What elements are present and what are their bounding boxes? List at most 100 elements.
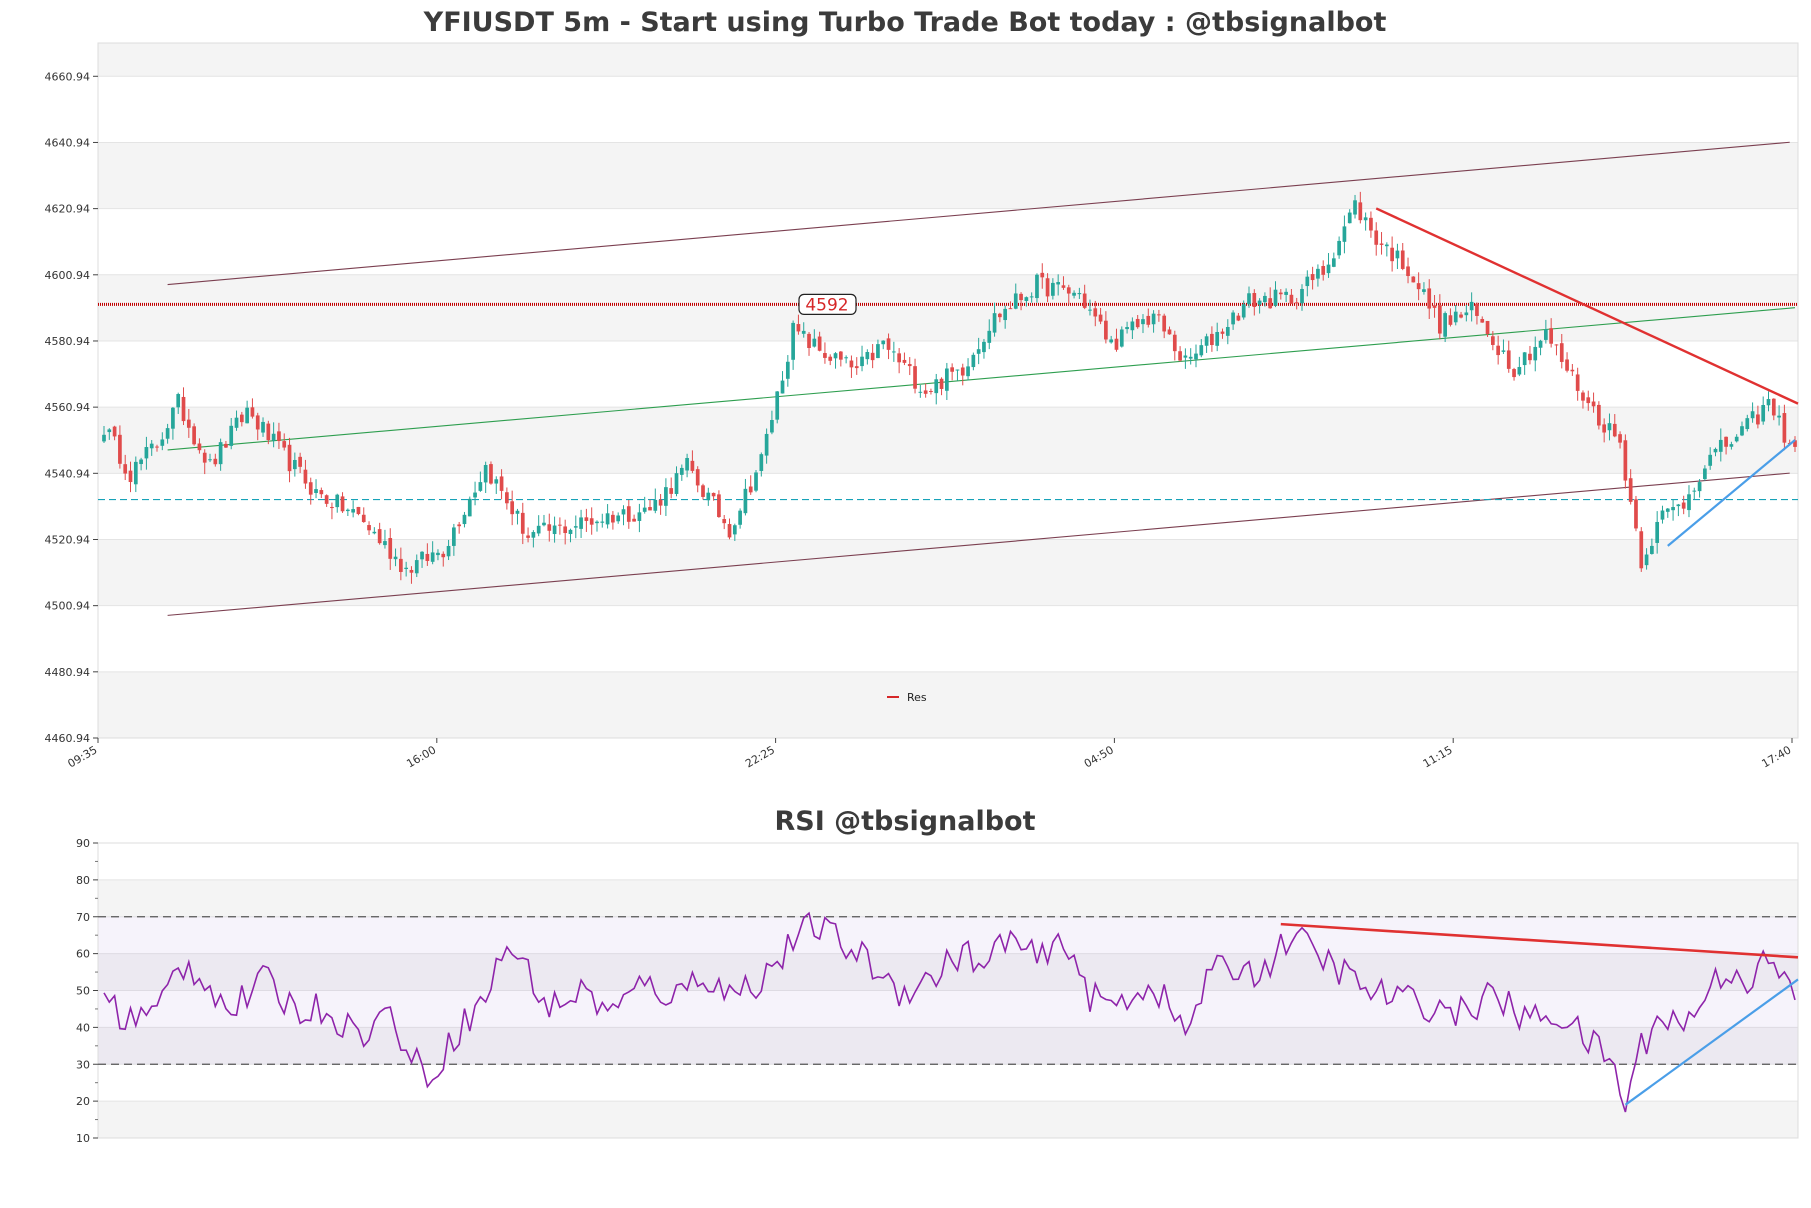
candle [1204,333,1209,353]
candle [727,518,732,540]
candle [1167,326,1172,335]
candle [1210,326,1214,352]
candle [255,412,260,441]
candle-body [717,494,721,518]
candle [1618,431,1622,449]
candle [1008,301,1013,310]
candle-body [1538,340,1543,348]
candle-body [976,349,981,354]
candle [526,527,530,543]
candle-body [945,368,949,391]
candle-body [489,464,493,484]
candle [165,423,170,444]
rsi-plot-bands [98,843,1798,1139]
candle [1130,317,1135,340]
candle [558,517,562,535]
candle-body [1125,327,1129,330]
resistance-label-box [798,293,857,315]
candle [929,388,933,395]
candle [356,506,361,516]
candle [1771,398,1776,421]
candle-body [1570,369,1575,372]
candle-body [1236,315,1241,321]
candle [648,499,652,511]
candle [1453,304,1458,326]
candle [1162,313,1167,339]
candle [1549,318,1554,348]
candle [579,509,583,538]
candle-body [1061,285,1066,288]
candle [1051,278,1055,300]
candle [1422,282,1426,295]
candle-body [1724,436,1728,447]
candle-body [1750,411,1755,419]
candle [764,428,769,464]
candle-body [971,354,976,368]
candle-body [584,517,589,521]
x-tick-label: 11:15 [1421,743,1455,770]
candle [383,529,387,549]
candle [1151,310,1156,333]
candle-body [1756,414,1760,425]
candle [393,548,398,567]
candle [430,541,435,565]
candle-body [271,433,276,441]
candle [1157,309,1161,322]
candle [388,528,393,570]
candle [897,348,901,374]
candle [1597,401,1601,430]
candle [1257,298,1262,314]
candle [679,464,684,481]
candle [1109,335,1114,344]
candle [891,341,896,362]
candle [520,502,525,545]
candle-body [1024,297,1029,301]
candle-body [266,423,271,441]
candle-body [1231,312,1235,325]
candle [1437,294,1442,340]
candle-body [1697,482,1702,492]
candle-body [1300,288,1304,304]
candle-body [1687,494,1691,511]
candle-body [1220,331,1225,334]
candle-body [648,507,652,511]
candle [473,481,477,506]
candle [441,551,446,567]
candle-body [764,433,769,456]
candle [1475,302,1479,325]
candle-body [865,351,870,360]
candle-body [160,439,165,446]
candle-body [457,524,462,527]
candle [1331,252,1336,268]
candle [695,466,700,493]
candle [494,476,499,494]
candle-body [1713,448,1718,453]
candle [202,449,207,475]
candle-body [685,457,689,471]
candle-body [1215,331,1220,346]
candle-body [536,525,541,534]
y-tick-label: 4660.94 [45,70,91,83]
candle [1316,264,1320,287]
candle [780,371,785,394]
candle [1443,311,1447,343]
y-tick-label: 4580.94 [45,335,91,348]
candle [1623,434,1628,489]
candle-body [1119,329,1124,347]
candle-body [255,415,260,430]
band-7 [98,208,1798,275]
candle-body [1586,397,1591,404]
candle-body [759,454,764,471]
downtrend-line [1375,207,1799,405]
candle-body [966,366,970,377]
candle-body [340,496,345,512]
candle [1761,396,1766,425]
candle-body [319,490,324,495]
candle [1326,253,1331,278]
candle [160,432,165,451]
candle [1135,315,1140,329]
candle [1644,548,1649,570]
y-tick-label: 4600.94 [45,269,91,282]
candle [452,523,456,556]
candle [107,428,112,440]
